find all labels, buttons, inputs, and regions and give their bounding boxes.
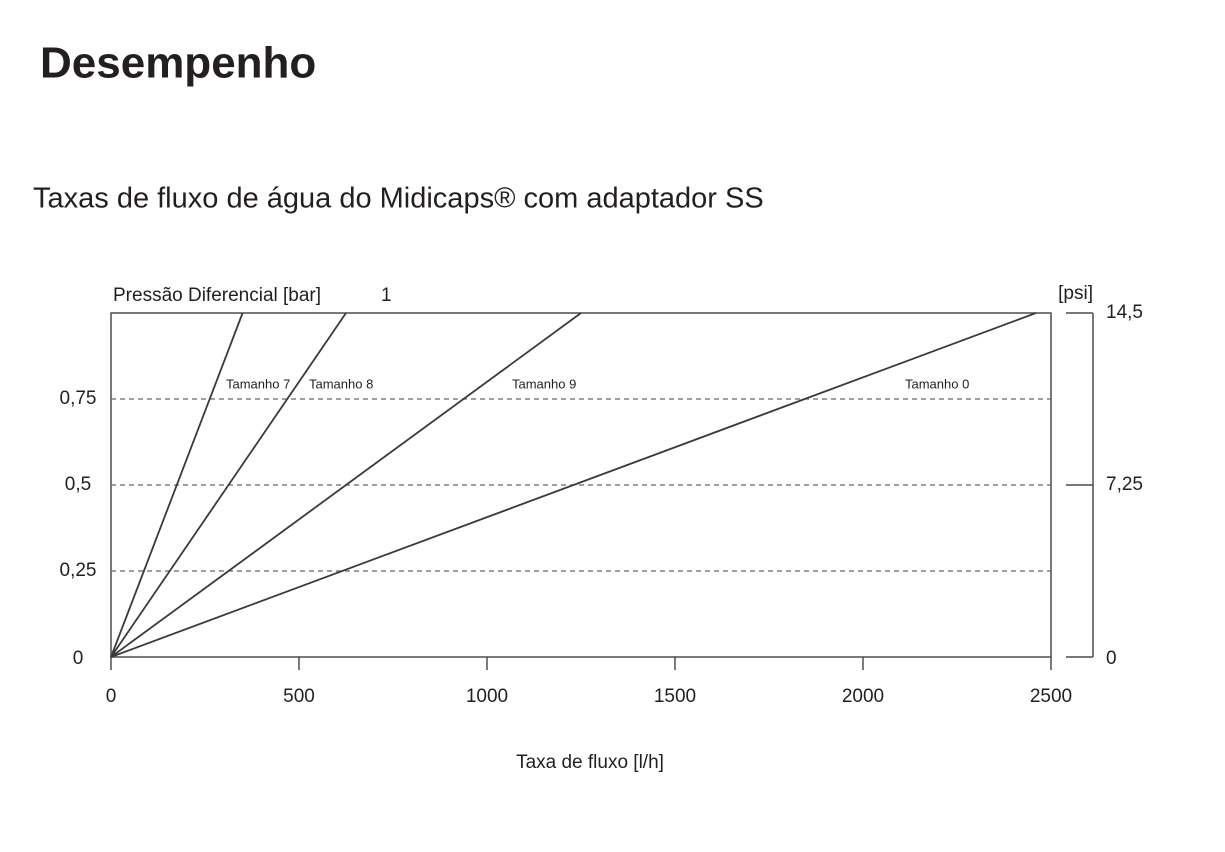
y-tick-label: 0,5 (65, 474, 91, 495)
series-line (110, 312, 582, 658)
chart-title: Taxas de fluxo de água do Midicaps® com … (33, 183, 764, 215)
y-axis-title: Pressão Diferencial [bar] (113, 285, 321, 306)
series-line (110, 312, 244, 658)
y2-tick-label: 7,25 (1106, 474, 1143, 495)
series-line (110, 312, 1037, 658)
x-axis-title: Taxa de fluxo [l/h] (516, 752, 664, 773)
y2-tick-label: 0 (1106, 648, 1117, 669)
series-label: Tamanho 0 (905, 376, 969, 391)
x-tick-label: 2000 (842, 686, 884, 707)
series-label: Tamanho 8 (309, 376, 373, 391)
x-tick-label: 500 (283, 686, 315, 707)
series-line (110, 312, 347, 658)
x-tick-label: 0 (106, 686, 117, 707)
x-tick-label: 1000 (466, 686, 508, 707)
y2-axis-title: [psi] (1058, 283, 1093, 304)
y-tick-label: 0,75 (60, 388, 97, 409)
x-tick-label: 2500 (1030, 686, 1072, 707)
series-label: Tamanho 9 (512, 376, 576, 391)
y2-tick-label: 14,5 (1106, 302, 1143, 323)
series-label: Tamanho 7 (226, 376, 290, 391)
page-title: Desempenho (40, 39, 316, 88)
y-tick-label: 0 (73, 648, 84, 669)
y-tick-label: 1 (381, 285, 392, 306)
x-tick-label: 1500 (654, 686, 696, 707)
y-tick-label: 0,25 (60, 560, 97, 581)
